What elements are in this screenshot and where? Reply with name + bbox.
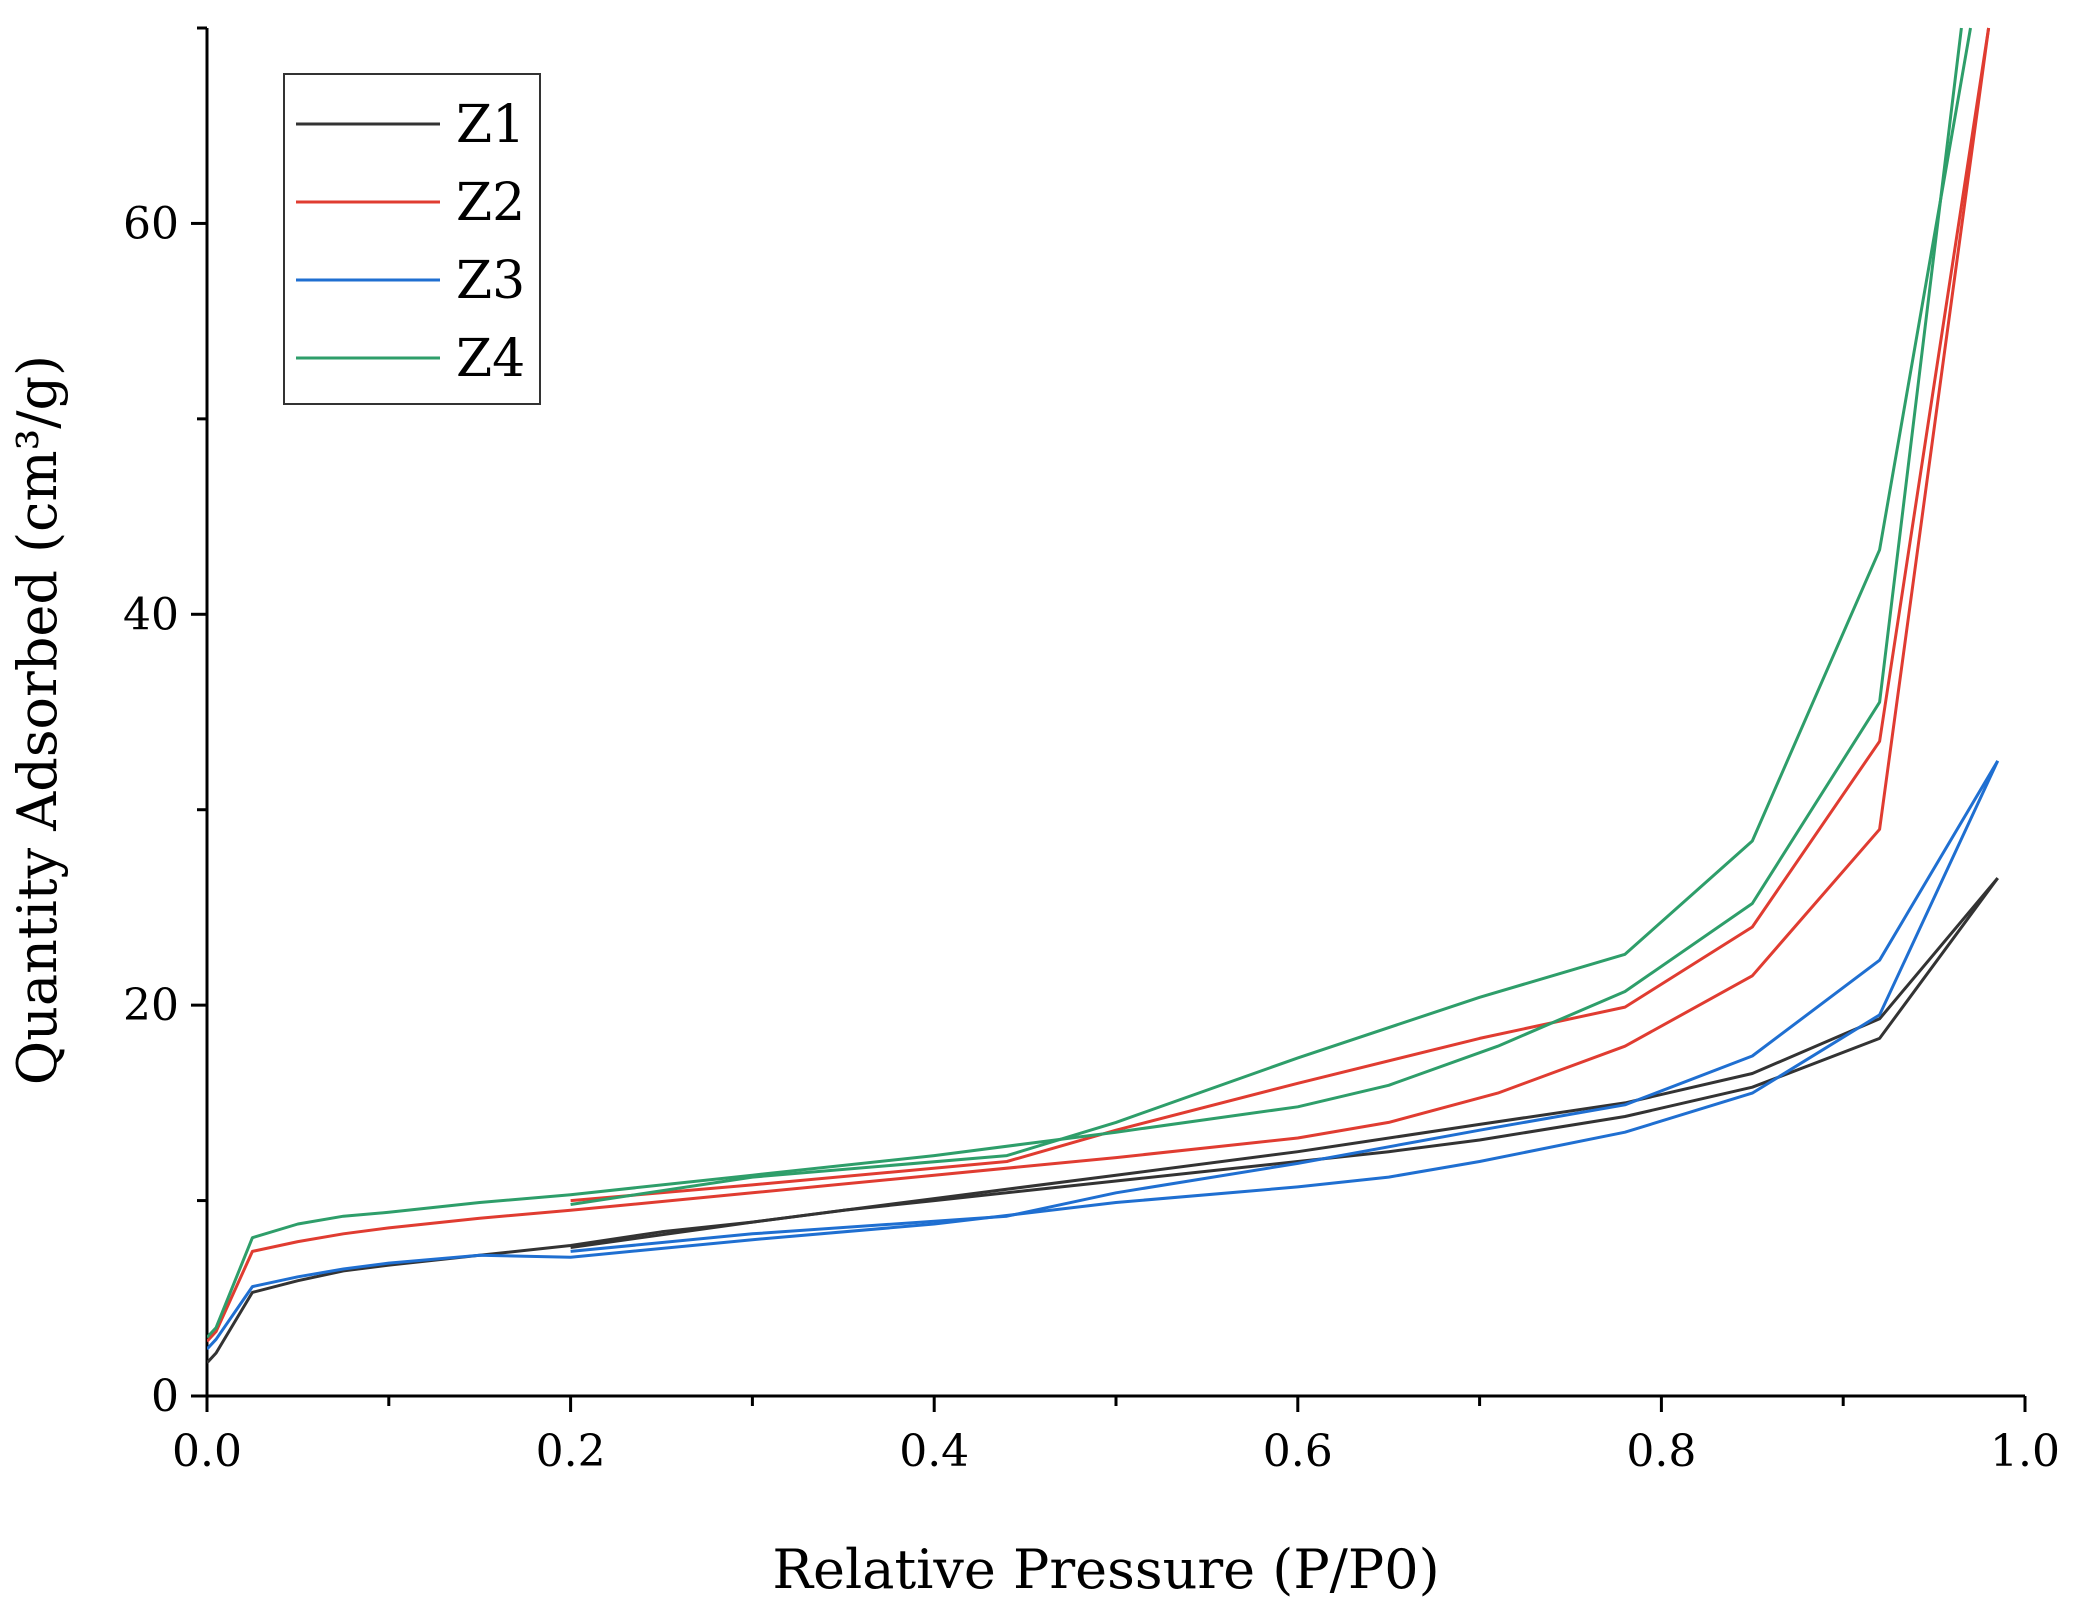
x-axis-title: Relative Pressure (P/P0) xyxy=(772,1538,1439,1601)
y-tick-label: 0 xyxy=(151,1371,179,1422)
series-z3-desorption-line xyxy=(570,760,1999,1253)
legend-label-z2: Z2 xyxy=(456,173,525,233)
x-tick-label: 0.8 xyxy=(1626,1426,1696,1477)
series-z3-adsorption-line xyxy=(207,760,2000,1351)
series-z2-desorption-line xyxy=(570,27,1991,1203)
x-axis-ticks: 0.0 0.2 0.4 0.6 0.8 1.0 xyxy=(172,1396,2060,1477)
legend: Z1 Z2 Z3 Z4 xyxy=(283,73,541,405)
legend-label-z3: Z3 xyxy=(456,251,525,311)
y-axis-ticks: 0 20 40 60 xyxy=(123,26,207,1422)
y-tick-label: 20 xyxy=(123,980,179,1031)
series-z2-adsorption-line xyxy=(207,27,1991,1343)
series-z1-adsorption-line xyxy=(207,877,1999,1364)
y-tick-label: 40 xyxy=(123,589,179,640)
series-layer xyxy=(207,27,2000,1364)
series-z1-desorption-line xyxy=(570,877,1999,1249)
x-tick-label: 0.0 xyxy=(172,1426,242,1477)
series-z4-adsorption-line xyxy=(207,27,1963,1339)
legend-label-z1: Z1 xyxy=(456,95,525,155)
x-tick-label: 1.0 xyxy=(1990,1426,2060,1477)
x-tick-label: 0.4 xyxy=(899,1426,969,1477)
y-axis-title: Quantity Adsorbed (cm³/g) xyxy=(6,355,69,1085)
y-tick-label: 60 xyxy=(123,198,179,249)
series-z4-desorption-line xyxy=(570,27,1972,1206)
legend-box xyxy=(283,73,541,405)
x-tick-label: 0.6 xyxy=(1263,1426,1333,1477)
x-tick-label: 0.2 xyxy=(536,1426,606,1477)
legend-label-z4: Z4 xyxy=(456,329,525,389)
